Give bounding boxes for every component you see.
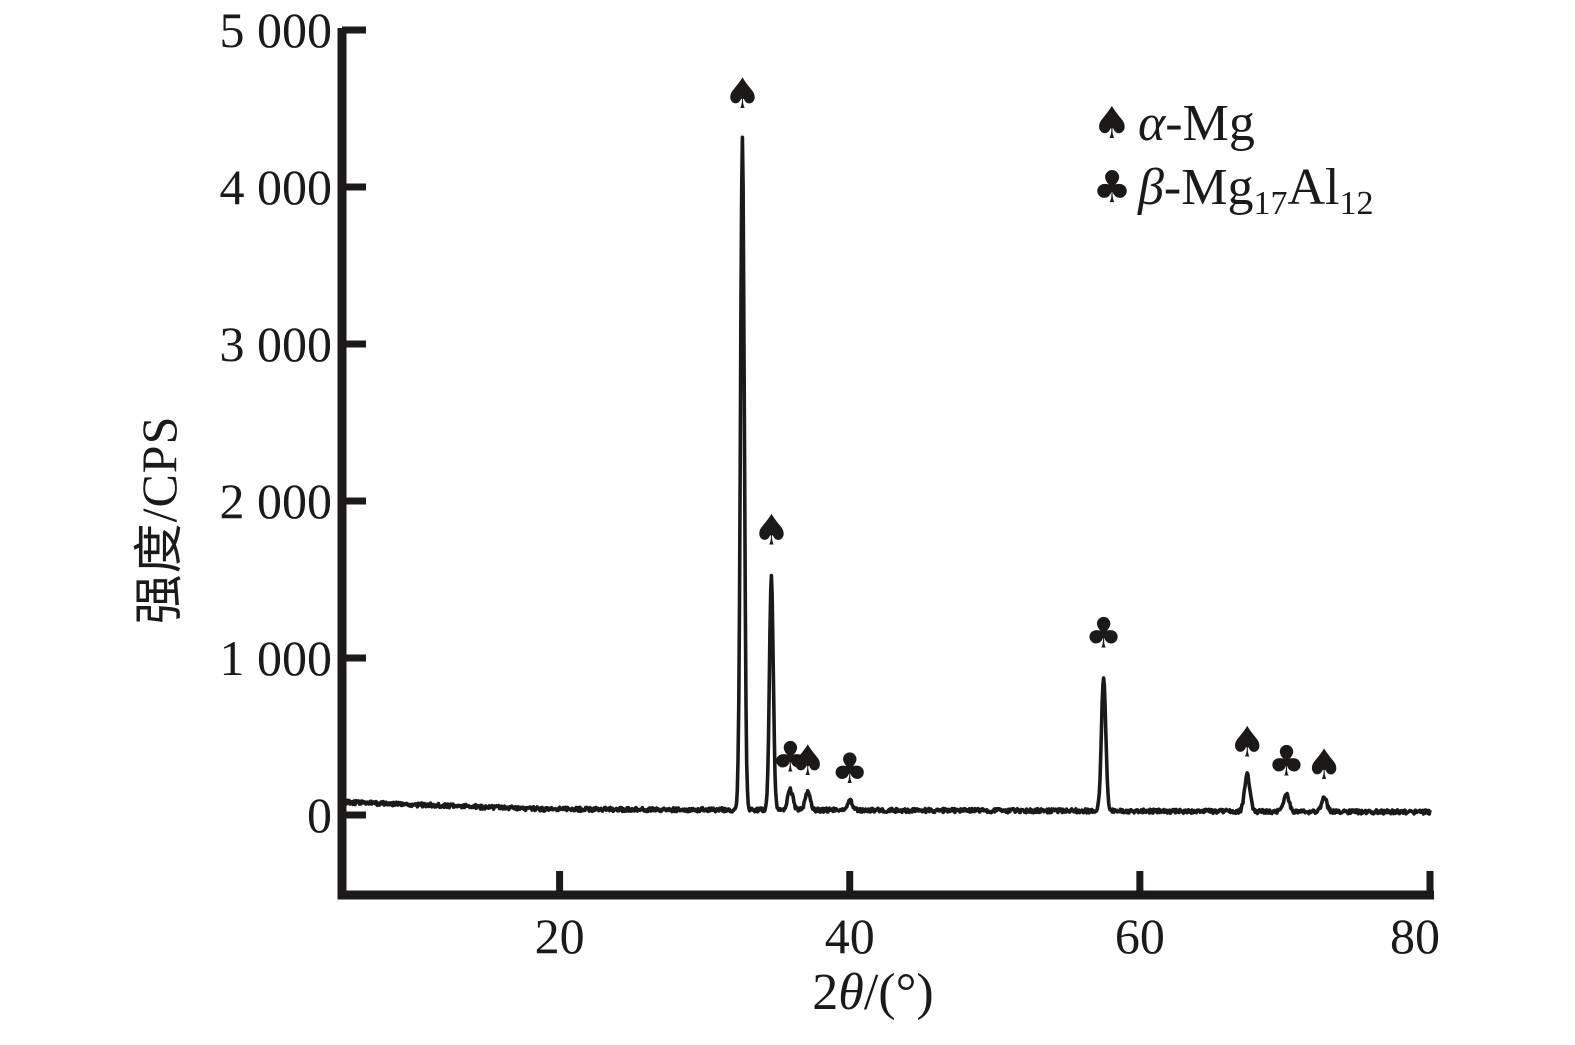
x-axis-title-suffix: /(°) xyxy=(863,964,934,1021)
xrd-trace xyxy=(343,135,1432,816)
peak-marker-spade-icon: ♠ xyxy=(724,69,762,118)
axis-lines xyxy=(337,28,1434,900)
peak-marker-club-icon: ♣ xyxy=(1268,737,1306,786)
legend-beta-sub2: 12 xyxy=(1339,184,1374,222)
legend-item-beta-mg17al12: ♣ β-Mg17Al12 xyxy=(1086,156,1373,221)
spade-icon: ♠ xyxy=(1092,98,1132,149)
y-tick-label: 0 xyxy=(307,787,332,843)
y-tick-label: 2 000 xyxy=(219,473,333,529)
legend-beta-sub1: 17 xyxy=(1253,184,1288,222)
x-axis-title-prefix: 2 xyxy=(812,964,839,1021)
peak-marker-spade-icon: ♠ xyxy=(789,736,827,785)
legend-beta-base2: Al xyxy=(1287,159,1340,216)
peak-marker-spade-icon: ♠ xyxy=(1305,740,1343,789)
y-tick-label: 3 000 xyxy=(219,316,333,372)
legend: ♠ α-Mg ♣ β-Mg17Al12 xyxy=(1086,92,1373,221)
x-axis-title-theta: θ xyxy=(838,964,864,1021)
legend-alpha-rest: -Mg xyxy=(1165,95,1255,152)
legend-item-alpha-mg: ♠ α-Mg xyxy=(1086,92,1373,156)
y-tick-label: 1 000 xyxy=(219,630,333,686)
legend-label-alpha-mg: α-Mg xyxy=(1138,98,1255,150)
x-tick-label: 80 xyxy=(1390,908,1440,964)
legend-beta-base1: -Mg xyxy=(1163,159,1254,216)
x-tick-label: 60 xyxy=(1114,908,1165,964)
peak-marker-spade-icon: ♠ xyxy=(753,505,791,554)
peak-marker-spade-icon: ♠ xyxy=(1228,718,1266,767)
peak-marker-club-icon: ♣ xyxy=(1085,609,1123,658)
x-axis-title: 2θ/(°) xyxy=(812,963,933,1022)
peak-marker-club-icon: ♣ xyxy=(831,744,869,793)
legend-label-beta-mg17al12: β-Mg17Al12 xyxy=(1138,159,1373,221)
x-tick-label: 20 xyxy=(534,908,585,964)
y-tick-label: 5 000 xyxy=(219,2,333,58)
x-tick-label: 40 xyxy=(824,908,875,964)
y-tick-label: 4 000 xyxy=(219,159,333,215)
peak-marker-club-icon: ♣ xyxy=(771,733,809,782)
legend-alpha-italic: α xyxy=(1138,95,1166,152)
club-icon: ♣ xyxy=(1092,162,1132,213)
legend-beta-italic: β xyxy=(1138,159,1164,216)
